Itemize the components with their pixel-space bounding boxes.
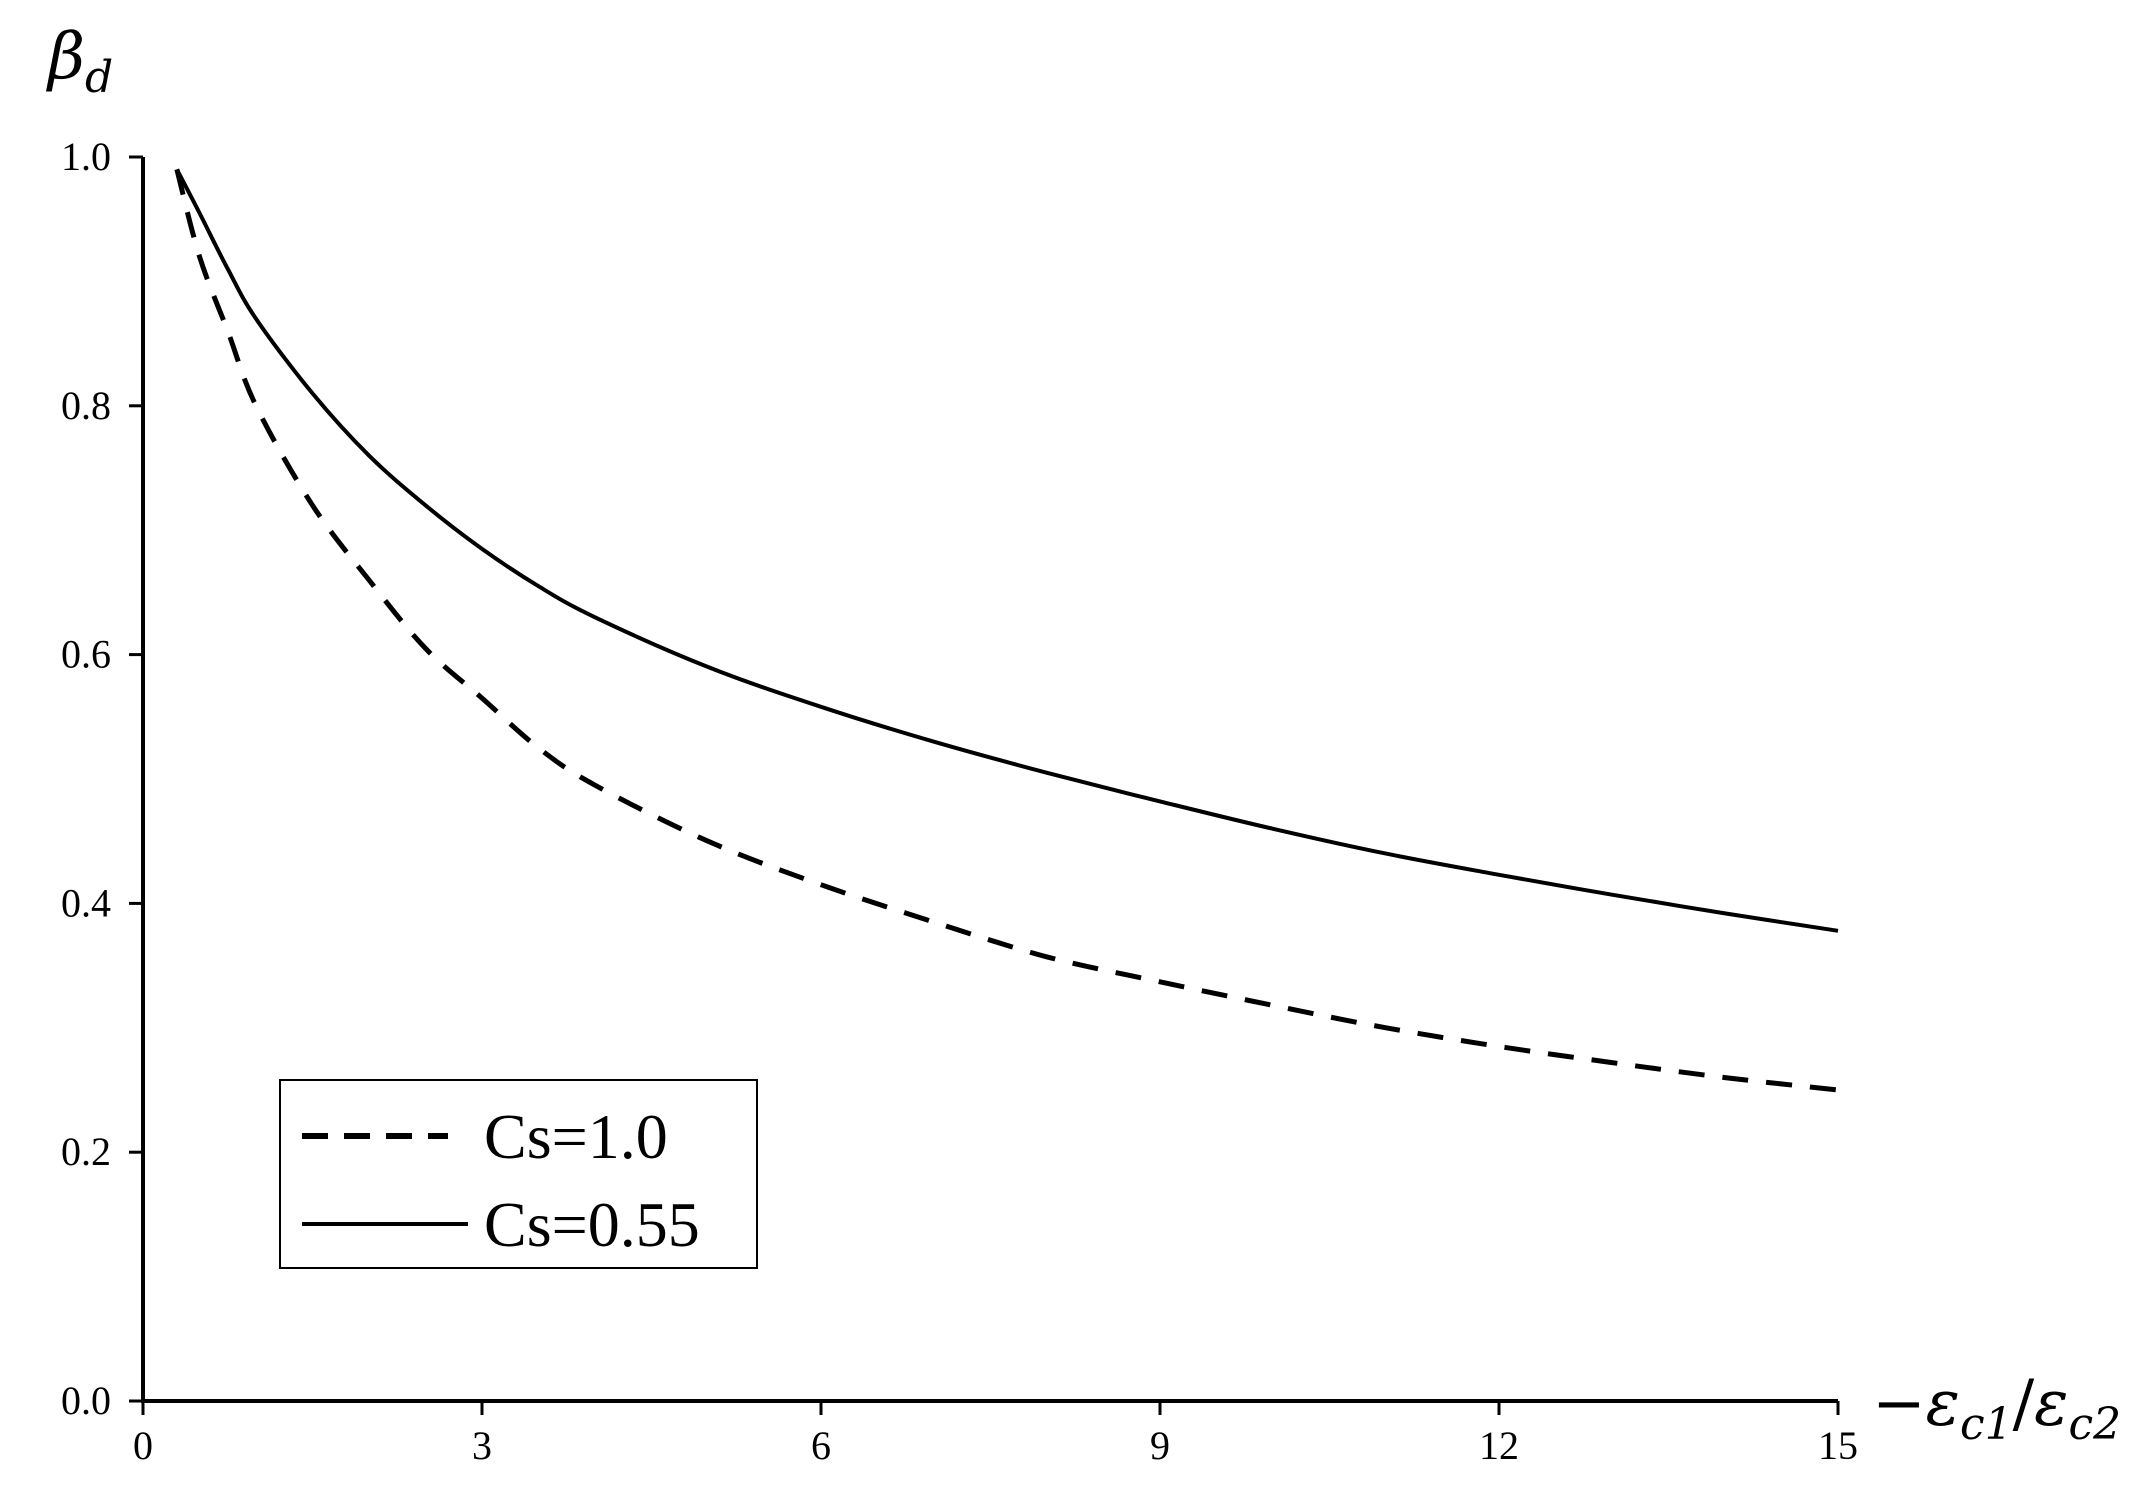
- y-axis-subscript: d: [85, 52, 113, 103]
- x-axis-slash: /: [2013, 1367, 2035, 1441]
- legend-label-cs-0-55: Cs=0.55: [484, 1189, 700, 1260]
- y-axis-title: βd: [46, 20, 113, 103]
- y-tick-label: 0.2: [61, 1129, 111, 1174]
- y-tick-label: 0.4: [61, 880, 111, 925]
- ticks-layer: 0 3 6 9 12 15 0.0 0.2 0.4 0.6 0.8 1.0: [61, 134, 1858, 1468]
- series-line-cs-0-55: [175, 168, 1839, 933]
- y-axis-symbol: β: [46, 20, 85, 94]
- x-axis-denominator-subscript: c2: [2069, 1399, 2122, 1450]
- x-tick-label: 12: [1479, 1423, 1519, 1468]
- y-tick-label: 1.0: [61, 134, 111, 179]
- x-tick-label: 0: [133, 1423, 153, 1468]
- x-axis-denominator-symbol: ε: [2034, 1367, 2068, 1441]
- x-tick-label: 3: [472, 1423, 492, 1468]
- x-tick-label: 15: [1818, 1423, 1858, 1468]
- x-axis-numerator-symbol: ε: [1926, 1367, 1960, 1441]
- x-axis-numerator-subscript: c1: [1960, 1399, 2013, 1450]
- x-axis-title: −εc1/εc2: [1872, 1367, 2121, 1450]
- y-tick-label: 0.0: [61, 1378, 111, 1423]
- legend-label-cs-1-0: Cs=1.0: [484, 1101, 668, 1172]
- x-tick-label: 9: [1150, 1423, 1170, 1468]
- legend-box: [279, 1079, 758, 1269]
- y-tick-label: 0.6: [61, 632, 111, 677]
- series-line-cs-1-0: [174, 168, 1839, 1093]
- y-tick-label: 0.8: [61, 383, 111, 428]
- legend: Cs=1.0 Cs=0.55: [279, 1079, 758, 1269]
- x-axis-prefix: −: [1872, 1367, 1926, 1441]
- x-tick-label: 6: [811, 1423, 831, 1468]
- series-layer: [174, 168, 1839, 1093]
